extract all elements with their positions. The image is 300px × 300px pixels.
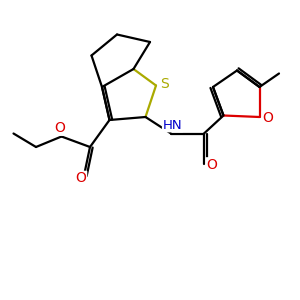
Text: O: O bbox=[55, 121, 65, 135]
Text: O: O bbox=[206, 158, 217, 172]
Text: O: O bbox=[262, 112, 273, 125]
Text: O: O bbox=[76, 172, 86, 185]
Text: S: S bbox=[160, 77, 169, 91]
Text: HN: HN bbox=[163, 118, 182, 132]
